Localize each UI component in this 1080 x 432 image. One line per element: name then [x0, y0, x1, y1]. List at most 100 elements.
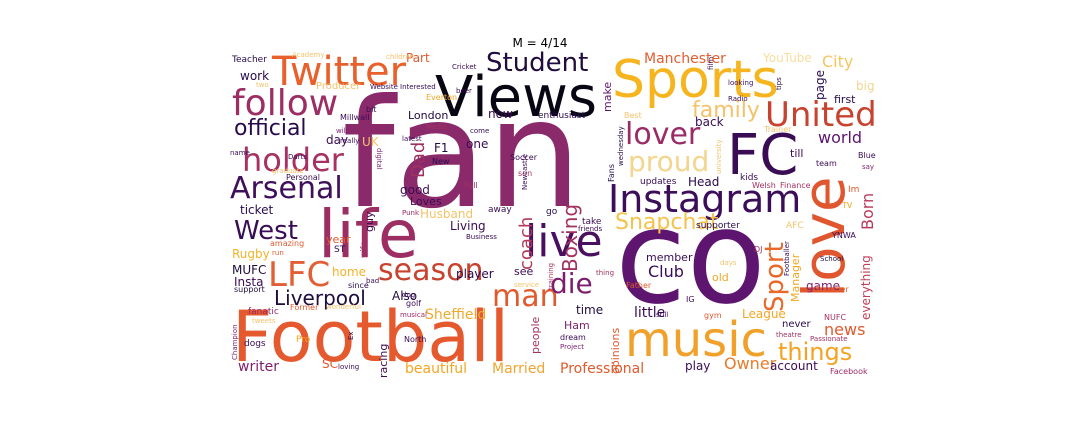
word-Living: Living — [450, 219, 486, 233]
word-game: game — [806, 279, 841, 293]
word-family: family — [692, 98, 760, 123]
word-New: New — [432, 157, 450, 166]
word-little: little — [634, 305, 666, 321]
word-run: run — [272, 249, 284, 257]
word-dream: dream — [560, 333, 586, 342]
word-ticket: ticket — [240, 203, 274, 217]
word-son: son — [518, 169, 533, 178]
word-Rugby: Rugby — [232, 247, 270, 261]
word-Champion: Champion — [231, 324, 239, 360]
word-season: season — [378, 253, 484, 288]
word-Professional: Professional — [560, 361, 645, 377]
word-Finance: Finance — [780, 181, 811, 190]
word-guy: guy — [363, 211, 376, 232]
word-Insta: Insta — [234, 275, 264, 289]
word-everything: everything — [859, 255, 873, 320]
word-Born: Born — [858, 192, 877, 230]
word-film: film — [707, 56, 715, 70]
word-music: music — [625, 312, 767, 368]
word-theatre: theatre — [776, 331, 802, 339]
word-Fans: Fans — [607, 163, 616, 182]
word-United: United — [765, 95, 877, 135]
word-never: never — [782, 319, 811, 330]
word-Ham: Ham — [564, 319, 590, 332]
word-tweets: tweets — [252, 317, 276, 325]
word-ST: ST — [334, 245, 346, 255]
word-looking: looking — [728, 79, 754, 87]
word-writer: writer — [238, 359, 279, 375]
word-university: university — [715, 139, 723, 174]
word-fanatic: fanatic — [248, 307, 279, 317]
word-wednesday: wednesday — [617, 126, 625, 166]
word-Part: Part — [406, 51, 430, 65]
word-dogs: dogs — [244, 339, 266, 349]
word-Boxing: Boxing — [558, 203, 582, 272]
word-till: till — [790, 147, 804, 160]
word-latest: latest — [402, 135, 422, 143]
word-West: West — [234, 216, 298, 246]
word-cloud: fan co Football Views Sports life love m… — [230, 50, 880, 380]
word-UK: UK — [362, 135, 379, 149]
word-Full: Full — [464, 181, 478, 190]
word-account: account — [770, 359, 818, 373]
word-Snapchat: Snapchat — [615, 210, 719, 235]
word-holder: holder — [242, 141, 344, 179]
word-day: day — [326, 133, 349, 147]
word-LFC: LFC — [268, 255, 331, 295]
word-first: first — [834, 93, 856, 106]
word-loving: loving — [338, 363, 360, 371]
word-name: name — [230, 149, 250, 157]
word-Instagram: Instagram — [608, 177, 802, 221]
word-see: see — [514, 265, 534, 278]
word-Im: Im — [848, 185, 860, 195]
word-Academy: Academy — [292, 51, 325, 59]
word-supporter: supporter — [696, 221, 740, 231]
word-now: now — [488, 107, 513, 121]
word-still: still — [656, 311, 669, 319]
word-big: big — [856, 79, 875, 93]
word-follow: follow — [232, 83, 339, 124]
word-Teacher: Teacher — [232, 55, 267, 65]
word-fan: fan — [342, 68, 582, 242]
word-Arsenal: Arsenal — [230, 171, 343, 206]
word-Business: Business — [466, 233, 497, 241]
word-bit: bit — [366, 105, 377, 114]
word-training: training — [547, 262, 555, 290]
word-SC: SC — [322, 357, 338, 371]
word-say: say — [862, 163, 875, 171]
word-Liverpool: Liverpool — [274, 286, 366, 310]
word-come: come — [470, 127, 490, 135]
word-will: will — [336, 127, 348, 135]
word-two: two — [256, 81, 269, 89]
word-Manager: Manager — [789, 253, 802, 302]
word-School: School — [820, 255, 844, 263]
word-player: player — [456, 267, 494, 281]
word-support: support — [234, 285, 265, 294]
word-Blue: Blue — [858, 151, 876, 160]
word-TV: TV — [842, 201, 853, 210]
word-wife: wife — [359, 241, 368, 258]
word-friends: friends — [578, 225, 603, 233]
word-London: London — [408, 109, 449, 122]
word-time: time — [576, 303, 604, 317]
word-amazing: amazing — [270, 239, 305, 248]
word-back: back — [695, 115, 724, 129]
word-one: one — [466, 137, 489, 151]
word-home: home — [332, 265, 367, 279]
word-musical: musical — [400, 311, 427, 319]
word-co: co — [615, 181, 767, 333]
word-Husband: Husband — [420, 207, 474, 221]
word-Passionate: Passionate — [810, 335, 848, 343]
word-since: since — [348, 281, 369, 290]
word-make: make — [601, 81, 614, 112]
word-take: take — [582, 217, 602, 227]
word-world: world — [818, 128, 863, 147]
word-kids: kids — [740, 173, 759, 183]
word-Student: Student — [486, 50, 589, 78]
word-go: go — [546, 207, 558, 217]
word-Trainer: Trainer — [764, 125, 792, 134]
word-service: service — [514, 281, 540, 289]
word-Radio: Radio — [728, 95, 748, 103]
word-year: year — [326, 233, 351, 246]
word-Project: Project — [560, 343, 584, 351]
